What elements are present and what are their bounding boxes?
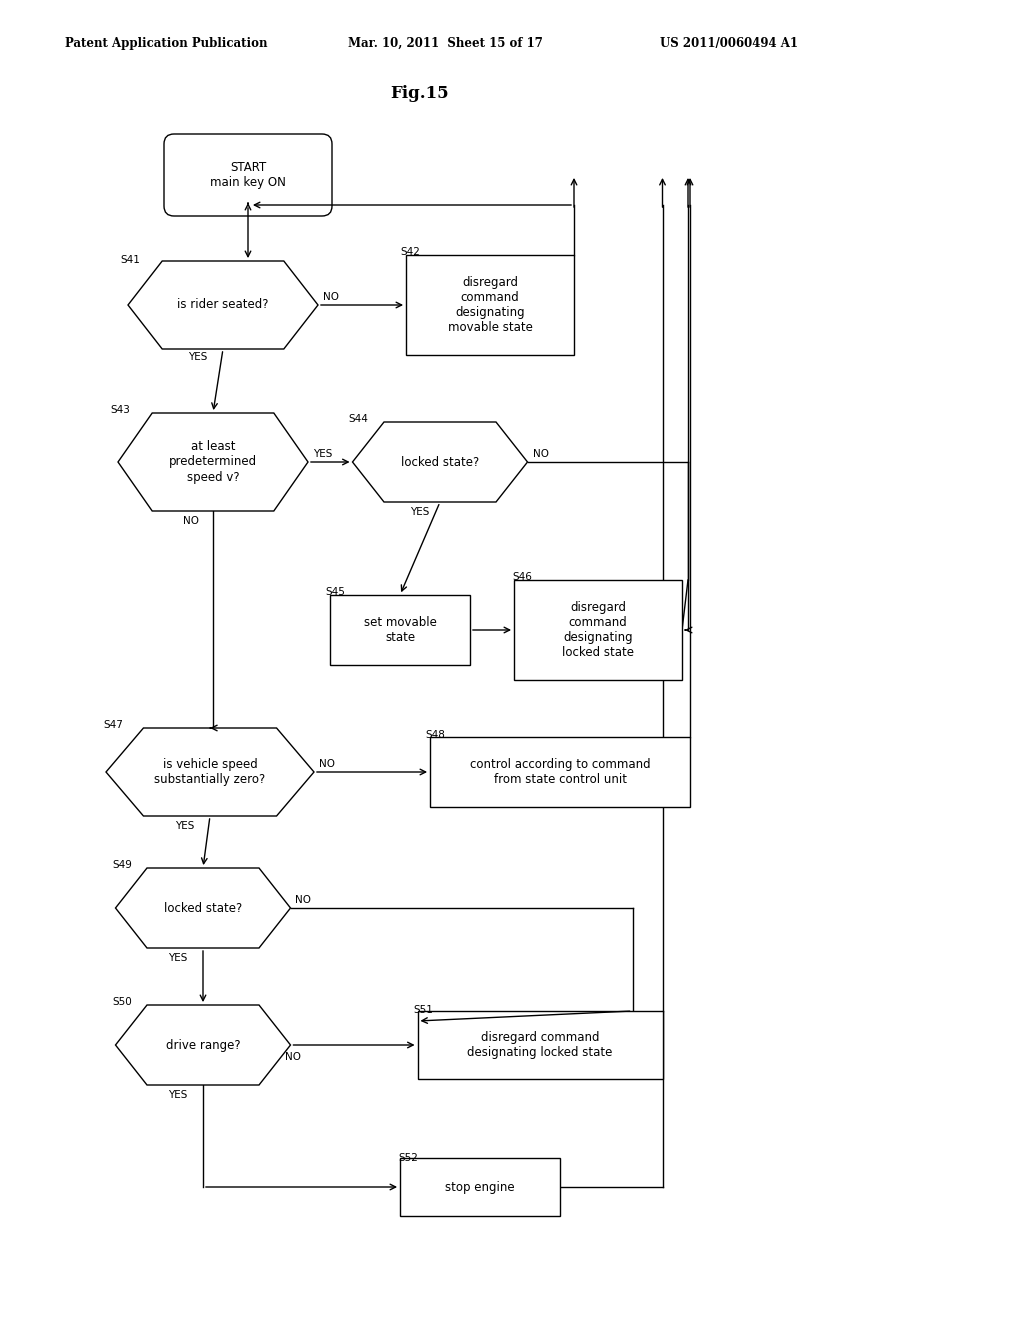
Text: S44: S44	[348, 414, 368, 424]
Text: NO: NO	[532, 449, 549, 459]
Text: Mar. 10, 2011  Sheet 15 of 17: Mar. 10, 2011 Sheet 15 of 17	[348, 37, 543, 50]
Text: stop engine: stop engine	[445, 1180, 515, 1193]
Polygon shape	[352, 422, 527, 502]
Polygon shape	[118, 413, 308, 511]
FancyBboxPatch shape	[164, 135, 332, 216]
Bar	[406, 255, 574, 355]
Bar	[418, 1011, 663, 1078]
Text: S52: S52	[398, 1152, 418, 1163]
Text: control according to command
from state control unit: control according to command from state …	[470, 758, 650, 785]
Polygon shape	[116, 869, 291, 948]
Text: S51: S51	[413, 1005, 433, 1015]
Text: Fig.15: Fig.15	[390, 84, 449, 102]
Text: US 2011/0060494 A1: US 2011/0060494 A1	[660, 37, 798, 50]
Polygon shape	[128, 261, 318, 348]
Text: is rider seated?: is rider seated?	[177, 298, 268, 312]
Text: disregard
command
designating
movable state: disregard command designating movable st…	[447, 276, 532, 334]
Text: disregard command
designating locked state: disregard command designating locked sta…	[467, 1031, 612, 1059]
Text: S50: S50	[112, 997, 132, 1007]
Text: S43: S43	[110, 405, 130, 414]
Text: YES: YES	[175, 821, 195, 832]
Polygon shape	[116, 1005, 291, 1085]
Text: NO: NO	[286, 1052, 301, 1063]
Text: START
main key ON: START main key ON	[210, 161, 286, 189]
Text: S48: S48	[425, 730, 444, 741]
Text: S47: S47	[103, 719, 123, 730]
Text: NO: NO	[323, 292, 339, 302]
Text: disregard
command
designating
locked state: disregard command designating locked sta…	[562, 601, 634, 659]
Bar	[400, 1158, 560, 1216]
Text: YES: YES	[188, 352, 208, 362]
Text: drive range?: drive range?	[166, 1039, 241, 1052]
Text: YES: YES	[168, 1090, 187, 1100]
Bar	[430, 737, 690, 807]
Text: S46: S46	[512, 572, 531, 582]
Bar	[514, 579, 682, 680]
Text: locked state?: locked state?	[164, 902, 242, 915]
Text: YES: YES	[168, 953, 187, 964]
Text: locked state?: locked state?	[400, 455, 479, 469]
Polygon shape	[106, 729, 314, 816]
Text: S42: S42	[400, 247, 420, 257]
Text: Patent Application Publication: Patent Application Publication	[65, 37, 267, 50]
Bar	[330, 595, 470, 665]
Text: set movable
state: set movable state	[364, 616, 436, 644]
Text: YES: YES	[313, 449, 333, 459]
Text: NO: NO	[319, 759, 335, 770]
Text: YES: YES	[410, 507, 429, 517]
Text: S49: S49	[112, 861, 132, 870]
Text: at least
predetermined
speed v?: at least predetermined speed v?	[169, 441, 257, 483]
Text: NO: NO	[296, 895, 311, 906]
Text: NO: NO	[183, 516, 199, 525]
Text: S45: S45	[325, 587, 345, 597]
Text: is vehicle speed
substantially zero?: is vehicle speed substantially zero?	[155, 758, 265, 785]
Text: S41: S41	[120, 255, 140, 265]
